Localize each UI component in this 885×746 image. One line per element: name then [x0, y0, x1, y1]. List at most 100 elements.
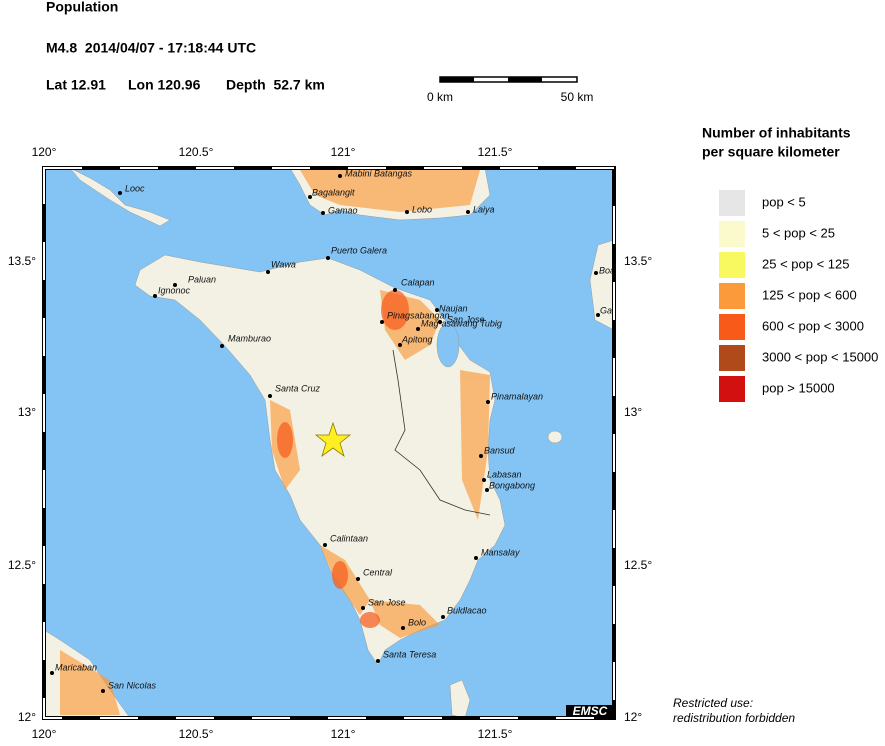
place-label: San Jose — [368, 597, 406, 607]
footer-note: redistribution forbidden — [673, 711, 795, 725]
place-label: Laiya — [473, 204, 495, 214]
scale-start: 0 km — [427, 90, 453, 104]
place-dot — [401, 626, 405, 630]
place-label: Calapan — [401, 277, 435, 287]
place-dot — [268, 394, 272, 398]
credit: EMSC — [573, 704, 608, 718]
place-label: San Nicolas — [108, 680, 157, 690]
place-label: Calintaan — [330, 533, 368, 543]
lat-tick-label: 13.5° — [8, 254, 36, 268]
place-label: Maricaban — [55, 662, 97, 672]
place-dot — [118, 191, 122, 195]
place-label: Bongabong — [489, 480, 535, 490]
place-label: Mamburao — [228, 333, 271, 343]
place-dot — [338, 174, 342, 178]
legend-swatch — [719, 190, 745, 216]
lon-tick-label: 120° — [32, 145, 57, 159]
place-label: Pinamalayan — [491, 391, 543, 401]
legend-label: 125 < pop < 600 — [762, 287, 857, 302]
place-dot — [405, 210, 409, 214]
lon-tick-label: 121.5° — [478, 145, 513, 159]
legend-swatch — [719, 221, 745, 247]
place-dot — [479, 454, 483, 458]
place-dot — [50, 671, 54, 675]
map-frame-pattern — [43, 167, 615, 719]
lat-tick-label: 13° — [18, 405, 36, 419]
place-dot — [485, 488, 489, 492]
place-dot — [220, 344, 224, 348]
place-dot — [416, 327, 420, 331]
place-dot — [486, 400, 490, 404]
place-label: Santa Cruz — [275, 383, 321, 393]
legend-swatch — [719, 314, 745, 340]
place-label: Bansud — [484, 445, 516, 455]
place-dot — [308, 195, 312, 199]
legend-label: 5 < pop < 25 — [762, 225, 835, 240]
place-dot — [101, 689, 105, 693]
place-label: Mabini Batangas — [345, 168, 413, 178]
place-label: Gamao — [328, 205, 358, 215]
scale-bar — [439, 76, 578, 83]
place-label: Boac — [599, 265, 620, 275]
place-dot — [321, 211, 325, 215]
lat-tick-label: 12° — [18, 710, 36, 724]
legend-swatch — [719, 252, 745, 278]
place-dot — [393, 288, 397, 292]
legend-swatch — [719, 345, 745, 371]
legend-label: 600 < pop < 3000 — [762, 318, 864, 333]
legend-label: 25 < pop < 125 — [762, 256, 849, 271]
place-dot — [173, 283, 177, 287]
epicenter — [314, 421, 352, 458]
place-dot — [361, 606, 365, 610]
legend-swatch — [719, 283, 745, 309]
lat-tick-label: 13.5° — [624, 254, 652, 268]
place-label: Puerto Galera — [331, 245, 387, 255]
place-label: Central — [363, 567, 393, 577]
legend-label: pop < 5 — [762, 194, 806, 209]
place-label: Looc — [125, 183, 145, 193]
place-dot — [596, 313, 600, 317]
event: M4.8 2014/04/07 - 17:18:44 UTC — [46, 40, 256, 56]
map: Looc Mabini Batangas Bagalangit Gamao Lobo La… — [44, 168, 627, 718]
lat-tick-label: 12.5° — [8, 558, 36, 572]
place-dot — [474, 556, 478, 560]
lat-tick-label: 12.5° — [624, 558, 652, 572]
place-dot — [153, 294, 157, 298]
lon-tick-label: 121.5° — [478, 727, 513, 741]
lat-tick-label: 13° — [624, 405, 642, 419]
place-dot — [323, 543, 327, 547]
place-label: Wawa — [271, 259, 296, 269]
lon-tick-label: 120.5° — [179, 145, 214, 159]
place-dot — [398, 343, 402, 347]
scale-end: 50 km — [561, 90, 594, 104]
lat-tick-label: 12° — [624, 710, 642, 724]
place-label: San Jose — [447, 314, 485, 324]
place-dot — [380, 320, 384, 324]
place-dot — [356, 577, 360, 581]
place-dot — [438, 320, 442, 324]
legend-label: 3000 < pop < 15000 — [762, 349, 878, 364]
legend-title: Number of inhabitants — [702, 125, 851, 141]
place-dot — [326, 256, 330, 260]
place-label: Pinagsabangan — [387, 310, 450, 320]
place-dot — [441, 615, 445, 619]
place-dot — [376, 659, 380, 663]
place-label: Apitong — [401, 334, 433, 344]
place-label: Ignonoc — [158, 285, 191, 295]
place-label: Mag-asawang Tubig — [421, 318, 502, 328]
place-label: Santa Teresa — [383, 649, 436, 659]
place-label: Labasan — [487, 469, 522, 479]
place-label: Bagalangit — [312, 187, 355, 197]
place-label: Naujan — [439, 303, 468, 313]
lon-tick-label: 120.5° — [179, 727, 214, 741]
depth: Depth 52.7 km — [226, 77, 325, 93]
place-dot — [482, 478, 486, 482]
place-dot — [594, 271, 598, 275]
legend-swatch — [719, 376, 745, 402]
place-label: Gasan — [600, 305, 627, 315]
place-label: Buldlacao — [447, 605, 487, 615]
legend-label: pop > 15000 — [762, 380, 835, 395]
place-label: Paluan — [188, 274, 216, 284]
place-label: Lobo — [412, 204, 432, 214]
latitude: Lat 12.91 — [46, 77, 106, 93]
